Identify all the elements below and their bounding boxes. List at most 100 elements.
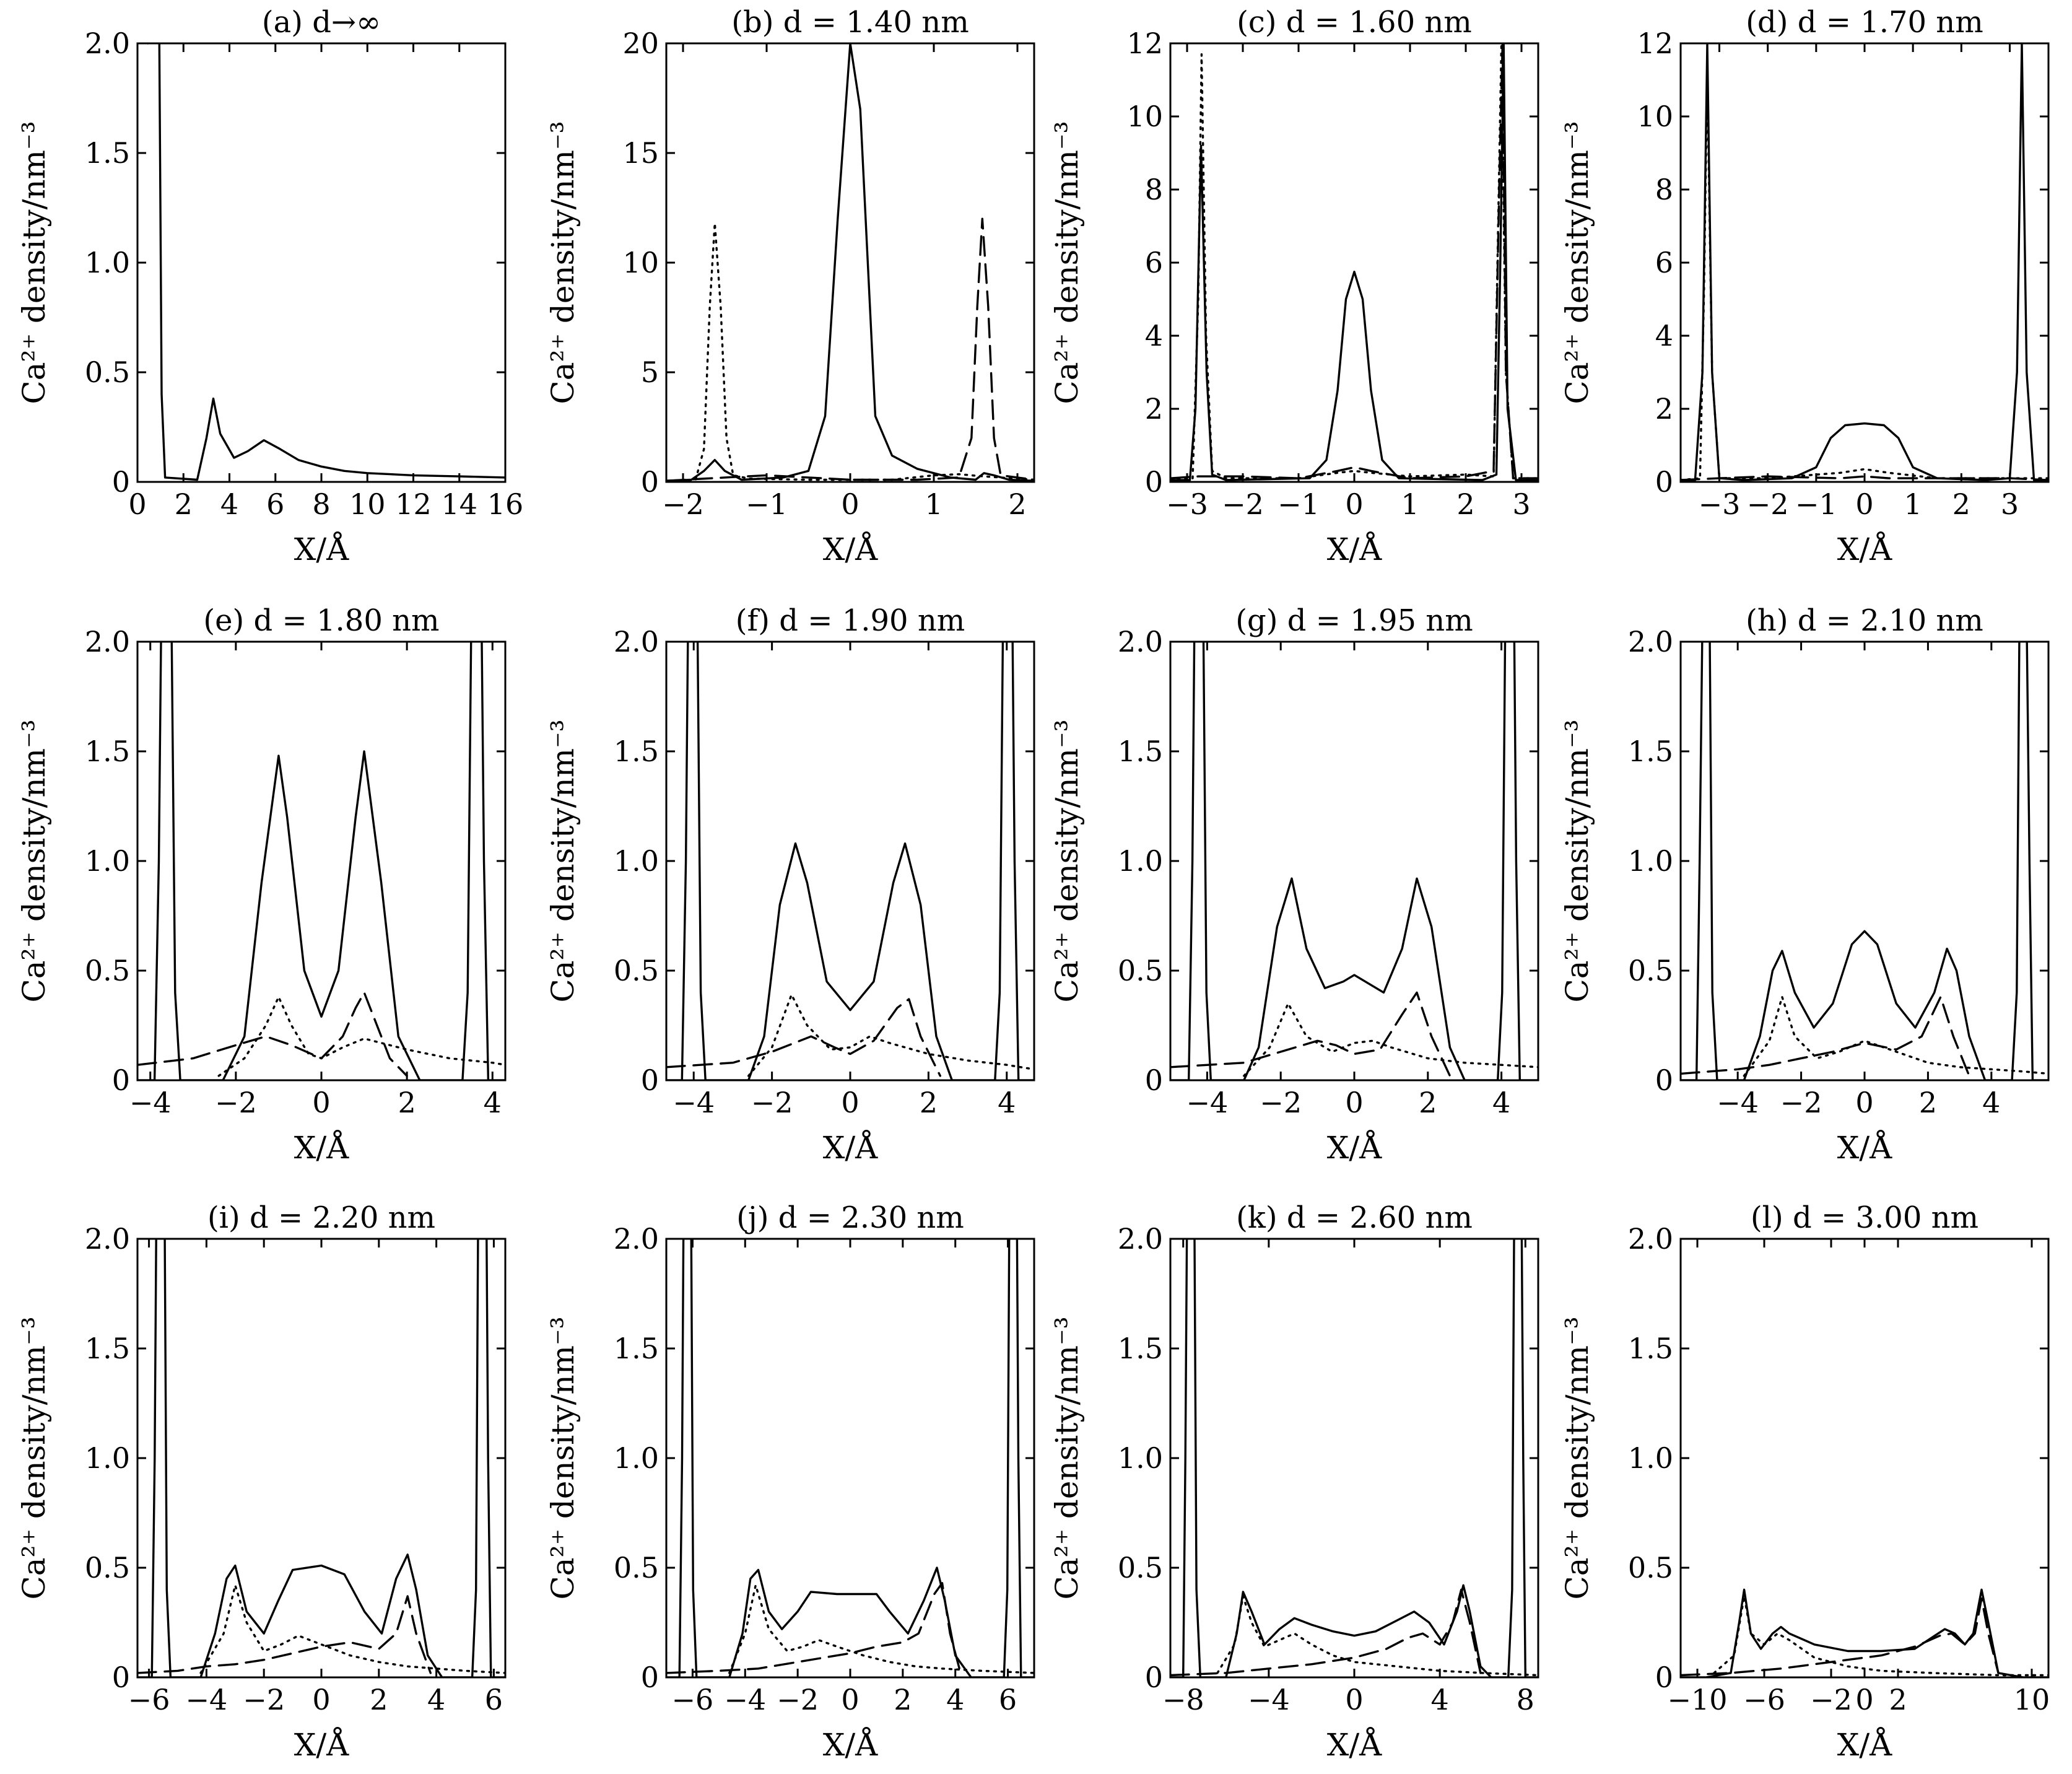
plot-area bbox=[1681, 43, 2048, 481]
x-tick-label: −3 bbox=[1166, 487, 1208, 521]
x-tick-label: 0 bbox=[312, 1086, 330, 1119]
y-tick-label: 2.0 bbox=[85, 625, 130, 658]
x-tick-label: −10 bbox=[1667, 1683, 1727, 1716]
x-tick-label: 0 bbox=[1345, 1086, 1363, 1119]
x-tick-label: 1 bbox=[1401, 487, 1419, 521]
series-solid-line bbox=[1681, 1588, 2048, 1677]
x-tick-label: −6 bbox=[1743, 1683, 1785, 1716]
y-axis-label: Ca²⁺ density/nm⁻³ bbox=[1559, 1316, 1595, 1599]
x-tick-label: 2 bbox=[1419, 1086, 1437, 1119]
series-solid-line bbox=[147, 43, 505, 481]
plot-area bbox=[1170, 1239, 1538, 1677]
plot-frame bbox=[1679, 1238, 2050, 1679]
x-tick-label: 2 bbox=[920, 1086, 938, 1119]
x-tick-label: 8 bbox=[312, 487, 330, 521]
x-axis-label: X/Å bbox=[823, 1129, 878, 1166]
x-axis-label: X/Å bbox=[1327, 531, 1382, 567]
y-tick-label: 2 bbox=[1145, 392, 1163, 426]
plot-frame bbox=[1679, 42, 2050, 483]
x-axis-label: X/Å bbox=[1327, 1129, 1382, 1166]
x-tick-label: −2 bbox=[1780, 1086, 1822, 1119]
series-solid-line bbox=[137, 642, 505, 1080]
x-tick-label: 2 bbox=[1919, 1086, 1937, 1119]
plot-frame bbox=[1169, 640, 1539, 1081]
y-tick-label: 2.0 bbox=[614, 1222, 659, 1256]
x-tick-label: −1 bbox=[1278, 487, 1320, 521]
y-tick-label: 4 bbox=[1145, 319, 1163, 352]
panel-f: −4 −2 0 2 4 0 0.5 1.0 1.5 2.0 (f) d = 1.90 nm X/Å Ca… bbox=[545, 603, 1035, 1166]
y-tick-label: 8 bbox=[1145, 173, 1163, 206]
x-tick-label: 6 bbox=[266, 487, 284, 521]
x-tick-label: 4 bbox=[1492, 1086, 1510, 1119]
y-tick-label: 0 bbox=[641, 1661, 659, 1694]
x-tick-label: −6 bbox=[128, 1683, 170, 1716]
panel-title: (h) d = 2.10 nm bbox=[1746, 603, 1983, 638]
x-tick-label: 4 bbox=[1982, 1086, 2000, 1119]
series-solid-line bbox=[666, 43, 1034, 482]
series-solid-line bbox=[666, 1239, 1034, 1677]
x-tick-label: 2 bbox=[1889, 1683, 1907, 1716]
x-tick-label: −3 bbox=[1699, 487, 1741, 521]
y-tick-label: 10 bbox=[1126, 100, 1163, 133]
series-dashed-line bbox=[666, 217, 1034, 482]
x-tick-label: 2 bbox=[398, 1086, 416, 1119]
x-tick-label: −4 bbox=[185, 1683, 227, 1716]
x-tick-label: −2 bbox=[662, 487, 704, 521]
x-axis-label: X/Å bbox=[294, 1129, 349, 1166]
series-dashed-line bbox=[666, 1582, 962, 1674]
y-axis-label: Ca²⁺ density/nm⁻³ bbox=[1559, 719, 1595, 1002]
y-tick-label: 1.5 bbox=[85, 735, 130, 768]
series-dashed-line bbox=[137, 1595, 432, 1674]
series-dashed-line bbox=[1170, 1588, 1482, 1677]
x-tick-label: 1 bbox=[1904, 487, 1922, 521]
x-tick-label: 0 bbox=[1855, 1683, 1873, 1716]
y-tick-label: 1.0 bbox=[1118, 1441, 1163, 1475]
x-tick-label: −4 bbox=[1717, 1086, 1759, 1119]
panel-h: −4 −2 0 2 4 0 0.5 1.0 1.5 2.0 (h) d = 2.10 nm X/Å Ca… bbox=[1559, 603, 2050, 1166]
y-tick-label: 1.5 bbox=[614, 1332, 659, 1365]
plot-area bbox=[666, 1239, 1034, 1677]
plot-frame bbox=[136, 42, 507, 483]
series-dotted-line bbox=[1743, 995, 2048, 1077]
y-axis-label: Ca²⁺ density/nm⁻³ bbox=[16, 1316, 52, 1599]
y-tick-label: 0.5 bbox=[1118, 954, 1163, 987]
x-tick-label: 16 bbox=[487, 487, 524, 521]
panel-title: (c) d = 1.60 nm bbox=[1237, 5, 1472, 40]
y-tick-label: 1.5 bbox=[614, 735, 659, 768]
series-dashed-line bbox=[137, 991, 408, 1077]
plot-frame bbox=[136, 1238, 507, 1679]
series-dashed-line bbox=[1681, 1597, 2000, 1677]
y-tick-label: 0.5 bbox=[1628, 954, 1673, 987]
x-tick-label: −8 bbox=[1162, 1683, 1204, 1716]
plot-area bbox=[1681, 642, 2048, 1080]
y-tick-label: 2.0 bbox=[85, 1222, 130, 1256]
panel-i: −6 −4 −2 0 2 4 6 0 0.5 1.0 1.5 2.0 (i) d = 2.20 nm X/… bbox=[16, 1200, 507, 1763]
y-axis-label: Ca²⁺ density/nm⁻³ bbox=[545, 121, 581, 404]
y-tick-label: 0 bbox=[641, 1064, 659, 1097]
series-dotted-line bbox=[1681, 71, 2048, 481]
series-solid-line bbox=[1170, 642, 1538, 1080]
y-axis-label: Ca²⁺ density/nm⁻³ bbox=[1049, 121, 1085, 404]
x-tick-label: 0 bbox=[1855, 487, 1873, 521]
y-tick-label: 0.5 bbox=[85, 356, 130, 389]
y-axis-label: Ca²⁺ density/nm⁻³ bbox=[545, 719, 581, 1002]
x-tick-label: 0 bbox=[1855, 1086, 1873, 1119]
x-tick-label: −2 bbox=[1747, 487, 1789, 521]
x-tick-label: −2 bbox=[215, 1086, 257, 1119]
x-tick-label: −2 bbox=[751, 1086, 793, 1119]
x-tick-label: 4 bbox=[484, 1086, 502, 1119]
y-tick-label: 6 bbox=[1655, 246, 1673, 279]
y-tick-label: 1.5 bbox=[1118, 1332, 1163, 1365]
y-tick-label: 12 bbox=[1637, 27, 1673, 60]
x-tick-label: 14 bbox=[441, 487, 477, 521]
y-tick-label: 1.0 bbox=[1628, 844, 1673, 878]
y-tick-label: 2 bbox=[1655, 392, 1673, 426]
y-tick-label: 0.5 bbox=[85, 954, 130, 987]
y-tick-label: 0 bbox=[112, 1064, 130, 1097]
x-tick-label: 2 bbox=[175, 487, 193, 521]
panel-title: (l) d = 3.00 nm bbox=[1751, 1200, 1978, 1235]
plot-area bbox=[1170, 43, 1538, 481]
x-tick-label: 3 bbox=[2001, 487, 2019, 521]
